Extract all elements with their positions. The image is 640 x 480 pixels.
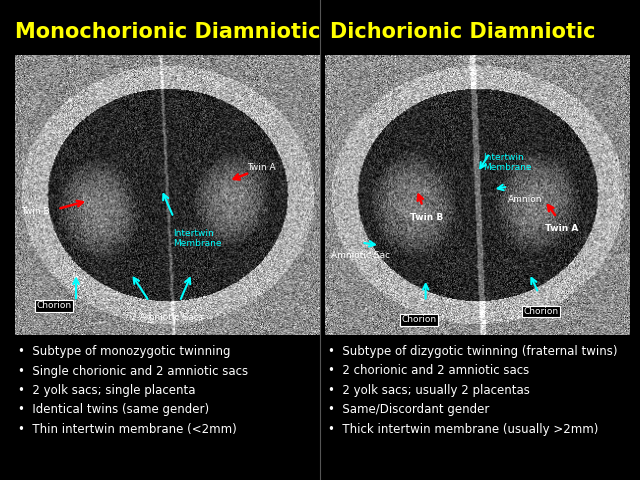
Text: Twin A: Twin A bbox=[247, 163, 275, 171]
Text: Monochorionic Diamniotic: Monochorionic Diamniotic bbox=[15, 22, 321, 42]
Text: •  Subtype of dizygotic twinning (fraternal twins): • Subtype of dizygotic twinning (fratern… bbox=[328, 345, 618, 358]
Text: Dichorionic Diamniotic: Dichorionic Diamniotic bbox=[330, 22, 595, 42]
Text: •  Single chorionic and 2 amniotic sacs: • Single chorionic and 2 amniotic sacs bbox=[18, 364, 248, 377]
Text: •  Subtype of monozygotic twinning: • Subtype of monozygotic twinning bbox=[18, 345, 230, 358]
Text: Intertwin
Membrane: Intertwin Membrane bbox=[173, 228, 222, 248]
Text: Chorion: Chorion bbox=[524, 307, 558, 316]
Text: Intertwin
Membrane: Intertwin Membrane bbox=[484, 153, 532, 172]
Text: Twin B: Twin B bbox=[410, 213, 444, 222]
Text: •  2 yolk sacs; usually 2 placentas: • 2 yolk sacs; usually 2 placentas bbox=[328, 384, 530, 397]
Text: Twin B: Twin B bbox=[21, 207, 50, 216]
Text: •  Thin intertwin membrane (<2mm): • Thin intertwin membrane (<2mm) bbox=[18, 423, 237, 436]
Text: 2 Amniotic Sacs: 2 Amniotic Sacs bbox=[131, 312, 204, 322]
Text: Chorion: Chorion bbox=[401, 315, 436, 324]
Text: Chorion: Chorion bbox=[36, 301, 72, 311]
Text: •  Same/Discordant gender: • Same/Discordant gender bbox=[328, 404, 490, 417]
Text: •  Identical twins (same gender): • Identical twins (same gender) bbox=[18, 404, 209, 417]
Text: •  2 chorionic and 2 amniotic sacs: • 2 chorionic and 2 amniotic sacs bbox=[328, 364, 529, 377]
Text: •  2 yolk sacs; single placenta: • 2 yolk sacs; single placenta bbox=[18, 384, 195, 397]
Text: •  Thick intertwin membrane (usually >2mm): • Thick intertwin membrane (usually >2mm… bbox=[328, 423, 598, 436]
Text: Twin A: Twin A bbox=[545, 224, 578, 233]
Text: Amniotic Sac: Amniotic Sac bbox=[331, 251, 390, 260]
Text: Amnion: Amnion bbox=[508, 195, 543, 204]
